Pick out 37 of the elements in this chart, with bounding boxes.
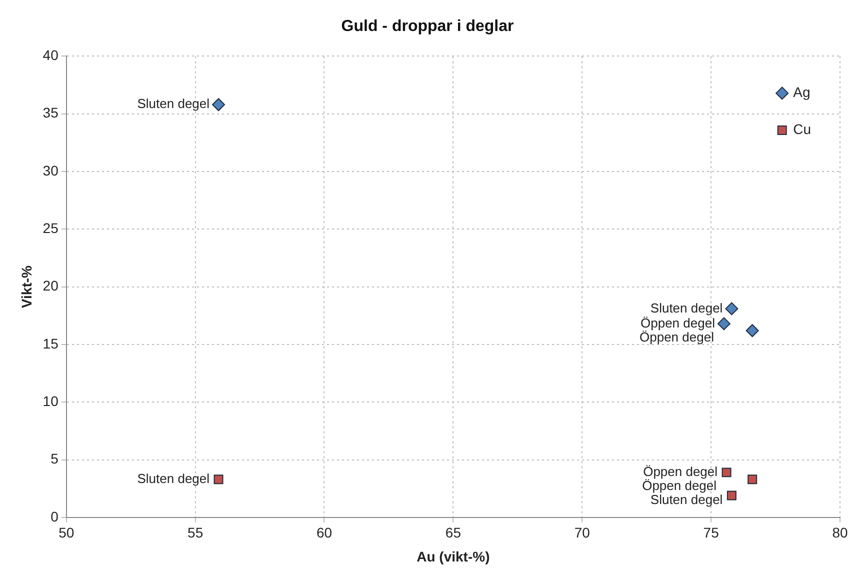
x-tick-label: 75 <box>703 524 720 541</box>
point <box>214 474 224 484</box>
y-axis-title: Vikt-% <box>18 264 34 308</box>
annotation: Sluten degel <box>137 470 210 486</box>
annotation: Öppen degel <box>643 464 718 480</box>
x-tick-label: 60 <box>316 524 332 541</box>
annotation: Sluten degel <box>137 96 210 112</box>
annotation: Sluten degel <box>650 300 723 316</box>
y-tick-label: 5 <box>50 450 59 467</box>
annotation: Öppen degel <box>640 329 714 344</box>
y-tick-label: 25 <box>42 220 59 236</box>
x-tick-label: 70 <box>574 524 590 541</box>
legend-label: Ag <box>793 84 810 100</box>
x-tick-label: 50 <box>58 524 74 541</box>
legend-label: Cu <box>793 121 812 138</box>
point <box>746 324 759 338</box>
point <box>722 468 732 478</box>
y-tick-label: 15 <box>42 335 59 352</box>
y-tick-label: 20 <box>42 278 59 294</box>
y-tick-label: 35 <box>42 104 59 121</box>
y-tick-label: 0 <box>50 508 59 524</box>
annotation: Sluten degel <box>650 492 723 508</box>
y-tick-label: 40 <box>42 47 59 64</box>
x-tick-label: 80 <box>832 524 848 541</box>
annotation: Öppen degel <box>642 478 717 494</box>
y-tick-label: 30 <box>42 162 59 178</box>
point <box>717 317 730 330</box>
point <box>748 474 758 484</box>
point <box>212 98 226 112</box>
annotation: Öppen degel <box>640 315 716 330</box>
y-tick-label: 10 <box>42 392 59 409</box>
point <box>726 490 736 500</box>
chart-title: Guld - droppar i deglar <box>341 18 514 36</box>
x-axis-title: Au (vikt-%) <box>416 548 490 564</box>
x-tick-label: 55 <box>188 524 204 541</box>
x-tick-label: 65 <box>445 524 462 541</box>
point <box>725 302 738 316</box>
